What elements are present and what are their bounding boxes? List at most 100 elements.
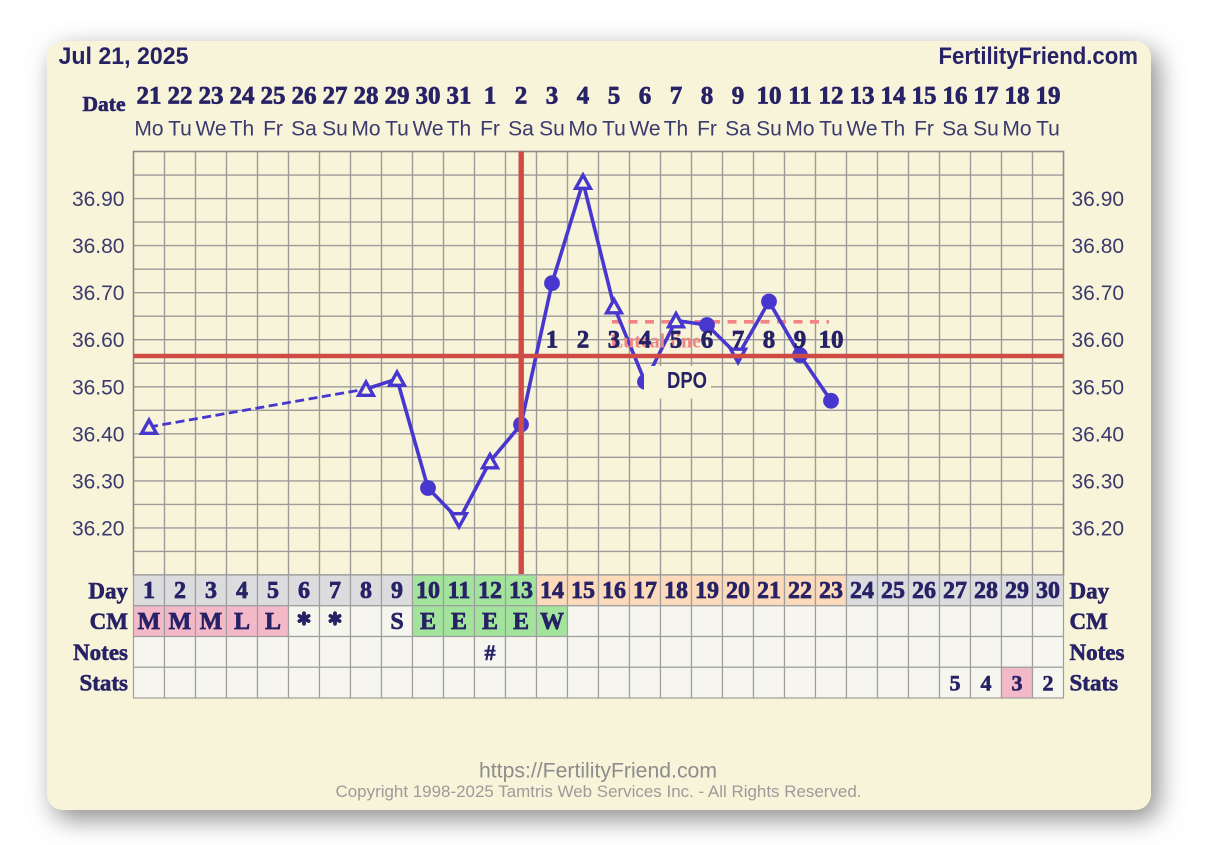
svg-text:Tu: Tu [168, 118, 192, 141]
svg-text:30: 30 [1036, 578, 1060, 604]
svg-text:7: 7 [329, 578, 341, 604]
svg-text:36.80: 36.80 [72, 235, 125, 258]
svg-text:Mo: Mo [134, 118, 163, 141]
svg-text:Su: Su [322, 118, 348, 141]
svg-text:Fr: Fr [480, 118, 500, 141]
svg-text:15: 15 [571, 578, 595, 604]
svg-text:Day: Day [1070, 579, 1110, 604]
svg-text:Sa: Sa [725, 118, 751, 141]
svg-text:Th: Th [230, 118, 255, 141]
svg-text:36.60: 36.60 [72, 329, 125, 352]
svg-text:Notes: Notes [73, 640, 128, 665]
svg-text:5: 5 [670, 327, 683, 354]
svg-text:M: M [169, 609, 192, 635]
svg-text:We: We [412, 118, 443, 141]
svg-text:14: 14 [540, 578, 564, 604]
svg-text:S: S [390, 609, 403, 635]
svg-text:Tu: Tu [1036, 118, 1060, 141]
svg-text:Mo: Mo [351, 118, 380, 141]
svg-text:Su: Su [756, 118, 782, 141]
svg-text:13: 13 [850, 83, 875, 110]
svg-text:3: 3 [205, 578, 217, 604]
svg-text:21: 21 [757, 578, 781, 604]
svg-text:36.30: 36.30 [1072, 470, 1125, 493]
svg-text:3: 3 [546, 83, 559, 110]
svg-text:25: 25 [261, 83, 286, 110]
svg-text:27: 27 [323, 83, 348, 110]
svg-text:Fr: Fr [697, 118, 717, 141]
svg-text:36.20: 36.20 [1072, 517, 1125, 540]
svg-text:36.60: 36.60 [1072, 329, 1125, 352]
svg-text:CM: CM [90, 609, 129, 634]
svg-text:E: E [451, 609, 467, 635]
svg-text:21: 21 [137, 83, 162, 110]
svg-text:Jul 21, 2025: Jul 21, 2025 [59, 43, 189, 70]
svg-text:Tu: Tu [819, 118, 843, 141]
svg-text:Mo: Mo [1002, 118, 1031, 141]
svg-text:4: 4 [639, 327, 652, 354]
svg-text:Date: Date [83, 92, 126, 116]
svg-text:Tu: Tu [385, 118, 409, 141]
svg-text:19: 19 [695, 578, 719, 604]
svg-text:15: 15 [912, 83, 937, 110]
svg-text:Fr: Fr [914, 118, 934, 141]
svg-text:23: 23 [199, 83, 224, 110]
svg-text:36.80: 36.80 [1072, 235, 1125, 258]
svg-text:4: 4 [577, 83, 590, 110]
svg-text:8: 8 [701, 83, 714, 110]
svg-text:17: 17 [974, 83, 999, 110]
svg-text:https://FertilityFriend.com: https://FertilityFriend.com [479, 759, 717, 783]
svg-text:17: 17 [633, 578, 657, 604]
svg-text:5: 5 [608, 83, 621, 110]
svg-text:L: L [234, 609, 250, 635]
svg-text:CM: CM [1070, 609, 1109, 634]
svg-text:6: 6 [298, 578, 310, 604]
svg-text:W: W [540, 609, 564, 635]
svg-text:Sa: Sa [508, 118, 534, 141]
svg-text:9: 9 [794, 327, 807, 354]
svg-text:28: 28 [974, 578, 998, 604]
svg-text:25: 25 [881, 578, 905, 604]
svg-text:23: 23 [819, 578, 843, 604]
svg-text:DPO: DPO [667, 367, 707, 393]
svg-text:12: 12 [819, 83, 844, 110]
svg-text:36.70: 36.70 [72, 282, 125, 305]
svg-text:22: 22 [788, 578, 812, 604]
svg-text:7: 7 [670, 83, 683, 110]
svg-text:24: 24 [230, 83, 256, 110]
svg-text:Copyright 1998-2025 Tamtris We: Copyright 1998-2025 Tamtris Web Services… [336, 782, 862, 801]
svg-text:36.90: 36.90 [72, 188, 125, 211]
svg-text:29: 29 [385, 83, 410, 110]
svg-text:4: 4 [981, 671, 992, 696]
svg-text:We: We [629, 118, 660, 141]
svg-text:Stats: Stats [1070, 671, 1119, 696]
svg-text:11: 11 [788, 83, 812, 110]
svg-text:36.70: 36.70 [1072, 282, 1125, 305]
svg-text:9: 9 [732, 83, 745, 110]
svg-text:7: 7 [732, 327, 745, 354]
svg-text:24: 24 [850, 578, 874, 604]
svg-text:Su: Su [539, 118, 565, 141]
svg-text:18: 18 [664, 578, 688, 604]
svg-text:2: 2 [577, 327, 590, 354]
svg-text:Stats: Stats [79, 671, 128, 696]
svg-text:Mo: Mo [568, 118, 597, 141]
svg-text:31: 31 [447, 83, 472, 110]
svg-text:12: 12 [478, 578, 502, 604]
svg-text:6: 6 [701, 327, 714, 354]
svg-text:1: 1 [546, 327, 559, 354]
svg-text:10: 10 [819, 327, 844, 354]
svg-text:36.50: 36.50 [72, 376, 125, 399]
svg-text:5: 5 [950, 671, 961, 696]
svg-text:Mo: Mo [785, 118, 814, 141]
svg-text:M: M [138, 609, 161, 635]
svg-text:2: 2 [515, 83, 528, 110]
svg-text:Tu: Tu [602, 118, 626, 141]
svg-text:3: 3 [608, 327, 621, 354]
svg-text:8: 8 [360, 578, 372, 604]
svg-text:36.40: 36.40 [1072, 423, 1125, 446]
svg-text:20: 20 [726, 578, 750, 604]
svg-text:M: M [200, 609, 223, 635]
svg-text:13: 13 [509, 578, 533, 604]
svg-text:28: 28 [354, 83, 379, 110]
